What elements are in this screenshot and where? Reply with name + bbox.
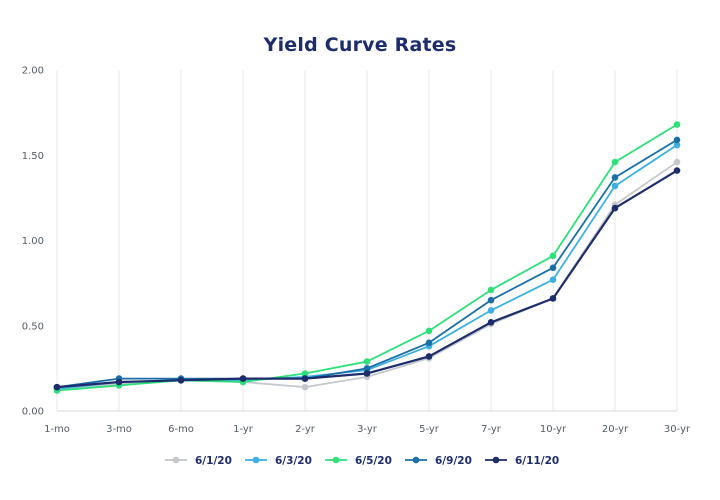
data-point — [301, 383, 309, 391]
y-tick-label: 1.00 — [22, 236, 44, 247]
data-point — [611, 204, 619, 212]
x-tick-label: 2-yr — [295, 424, 316, 435]
legend-label: 6/9/20 — [435, 455, 472, 467]
data-point — [425, 327, 433, 335]
legend-label: 6/11/20 — [515, 455, 559, 467]
data-point — [673, 167, 681, 174]
data-point — [487, 286, 495, 294]
series-3 — [53, 136, 681, 391]
series-4 — [53, 167, 681, 391]
data-point — [239, 375, 247, 382]
data-point — [673, 141, 681, 149]
legend-item-0: 6/1/20 — [165, 455, 232, 467]
x-tick-label: 1-yr — [233, 424, 254, 435]
y-tick-label: 1.50 — [22, 151, 44, 162]
x-tick-label: 7-yr — [481, 424, 502, 435]
data-point — [53, 383, 61, 391]
x-tick-label: 3-mo — [106, 424, 132, 435]
data-point — [549, 295, 557, 302]
data-point — [177, 377, 185, 384]
x-tick-label: 20-yr — [602, 424, 629, 435]
data-point — [425, 339, 433, 347]
legend-marker — [252, 456, 260, 464]
x-tick-label: 30-yr — [664, 424, 691, 435]
data-point — [301, 375, 309, 382]
series-2 — [53, 121, 681, 394]
x-tick-label: 6-mo — [168, 424, 194, 435]
x-tick-label: 10-yr — [540, 424, 567, 435]
data-point — [611, 182, 619, 190]
legend-marker — [492, 456, 500, 464]
data-point — [549, 276, 557, 284]
data-point — [487, 307, 495, 314]
data-point — [363, 358, 371, 365]
data-point — [673, 158, 681, 166]
data-point — [549, 252, 557, 260]
data-point — [425, 353, 433, 360]
y-tick-label: 0.50 — [22, 321, 44, 332]
x-tick-label: 1-mo — [44, 424, 70, 435]
legend-marker — [172, 456, 180, 464]
legend-label: 6/1/20 — [195, 455, 232, 467]
chart-title: Yield Curve Rates — [263, 34, 457, 56]
data-point — [363, 370, 371, 377]
y-tick-label: 0.00 — [22, 407, 44, 418]
legend-item-1: 6/3/20 — [245, 455, 312, 467]
y-tick-label: 2.00 — [22, 66, 44, 77]
data-point — [611, 158, 619, 166]
data-point — [487, 296, 495, 304]
data-point — [673, 121, 681, 128]
data-point — [301, 370, 309, 377]
legend-label: 6/3/20 — [275, 455, 312, 467]
legend-marker — [412, 456, 420, 464]
x-tick-label: 3-yr — [357, 424, 378, 435]
legend-label: 6/5/20 — [355, 455, 392, 467]
legend-item-4: 6/11/20 — [485, 455, 559, 467]
data-point — [673, 136, 681, 144]
legend-item-3: 6/9/20 — [405, 455, 472, 467]
legend-marker — [332, 456, 340, 464]
data-point — [611, 174, 619, 181]
data-point — [363, 365, 371, 372]
data-point — [115, 378, 123, 386]
data-point — [549, 264, 557, 272]
x-tick-label: 5-yr — [419, 424, 440, 435]
legend-item-2: 6/5/20 — [325, 455, 392, 467]
data-point — [487, 319, 495, 326]
